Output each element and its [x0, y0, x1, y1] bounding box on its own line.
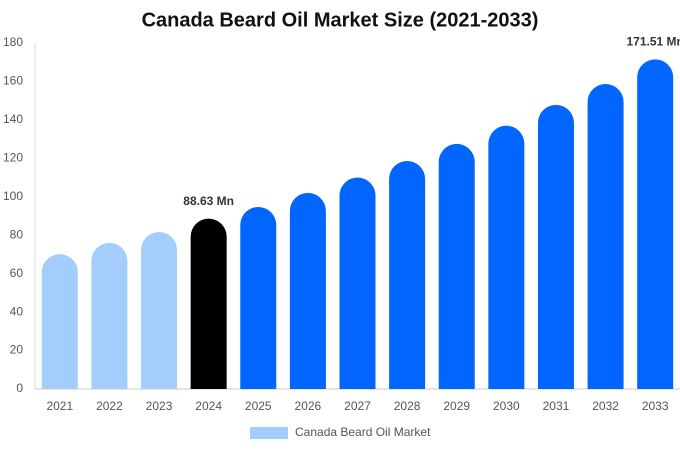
- bar: [339, 177, 376, 389]
- y-tick-label: 20: [10, 343, 24, 357]
- bar: [637, 59, 674, 389]
- x-tick-label: 2028: [394, 399, 421, 413]
- bar: [438, 143, 475, 389]
- x-tick-label: 2029: [443, 399, 470, 413]
- bar: [190, 218, 227, 389]
- x-tick-label: 2032: [592, 399, 619, 413]
- value-label: 171.51 Mn: [627, 34, 680, 48]
- chart-title: Canada Beard Oil Market Size (2021-2033): [142, 9, 539, 31]
- bar: [587, 83, 624, 389]
- y-tick-label: 0: [16, 381, 23, 395]
- x-tick-label: 2025: [245, 399, 272, 413]
- bar: [91, 242, 128, 389]
- legend-swatch: [250, 427, 288, 439]
- y-tick-label: 100: [3, 189, 23, 203]
- x-tick-label: 2023: [146, 399, 173, 413]
- legend-label: Canada Beard Oil Market: [295, 425, 431, 439]
- x-tick-label: 2033: [642, 399, 669, 413]
- bar: [389, 161, 426, 389]
- value-label: 88.63 Mn: [183, 194, 234, 208]
- y-tick-label: 80: [10, 227, 24, 241]
- y-tick-label: 160: [3, 74, 23, 88]
- y-tick-label: 140: [3, 112, 23, 126]
- x-tick-label: 2022: [96, 399, 123, 413]
- y-tick-label: 120: [3, 151, 23, 165]
- bar: [488, 125, 525, 389]
- x-tick-label: 2026: [295, 399, 322, 413]
- bar: [537, 104, 574, 389]
- bar: [141, 231, 178, 389]
- bar: [289, 192, 326, 389]
- bar: [41, 254, 78, 389]
- x-tick-label: 2021: [46, 399, 73, 413]
- x-tick-label: 2030: [493, 399, 520, 413]
- x-tick-label: 2031: [543, 399, 570, 413]
- x-tick-label: 2027: [344, 399, 371, 413]
- y-tick-label: 60: [10, 266, 24, 280]
- bar: [240, 206, 277, 389]
- x-tick-label: 2024: [195, 399, 222, 413]
- y-tick-label: 180: [3, 35, 23, 49]
- y-tick-label: 40: [10, 304, 24, 318]
